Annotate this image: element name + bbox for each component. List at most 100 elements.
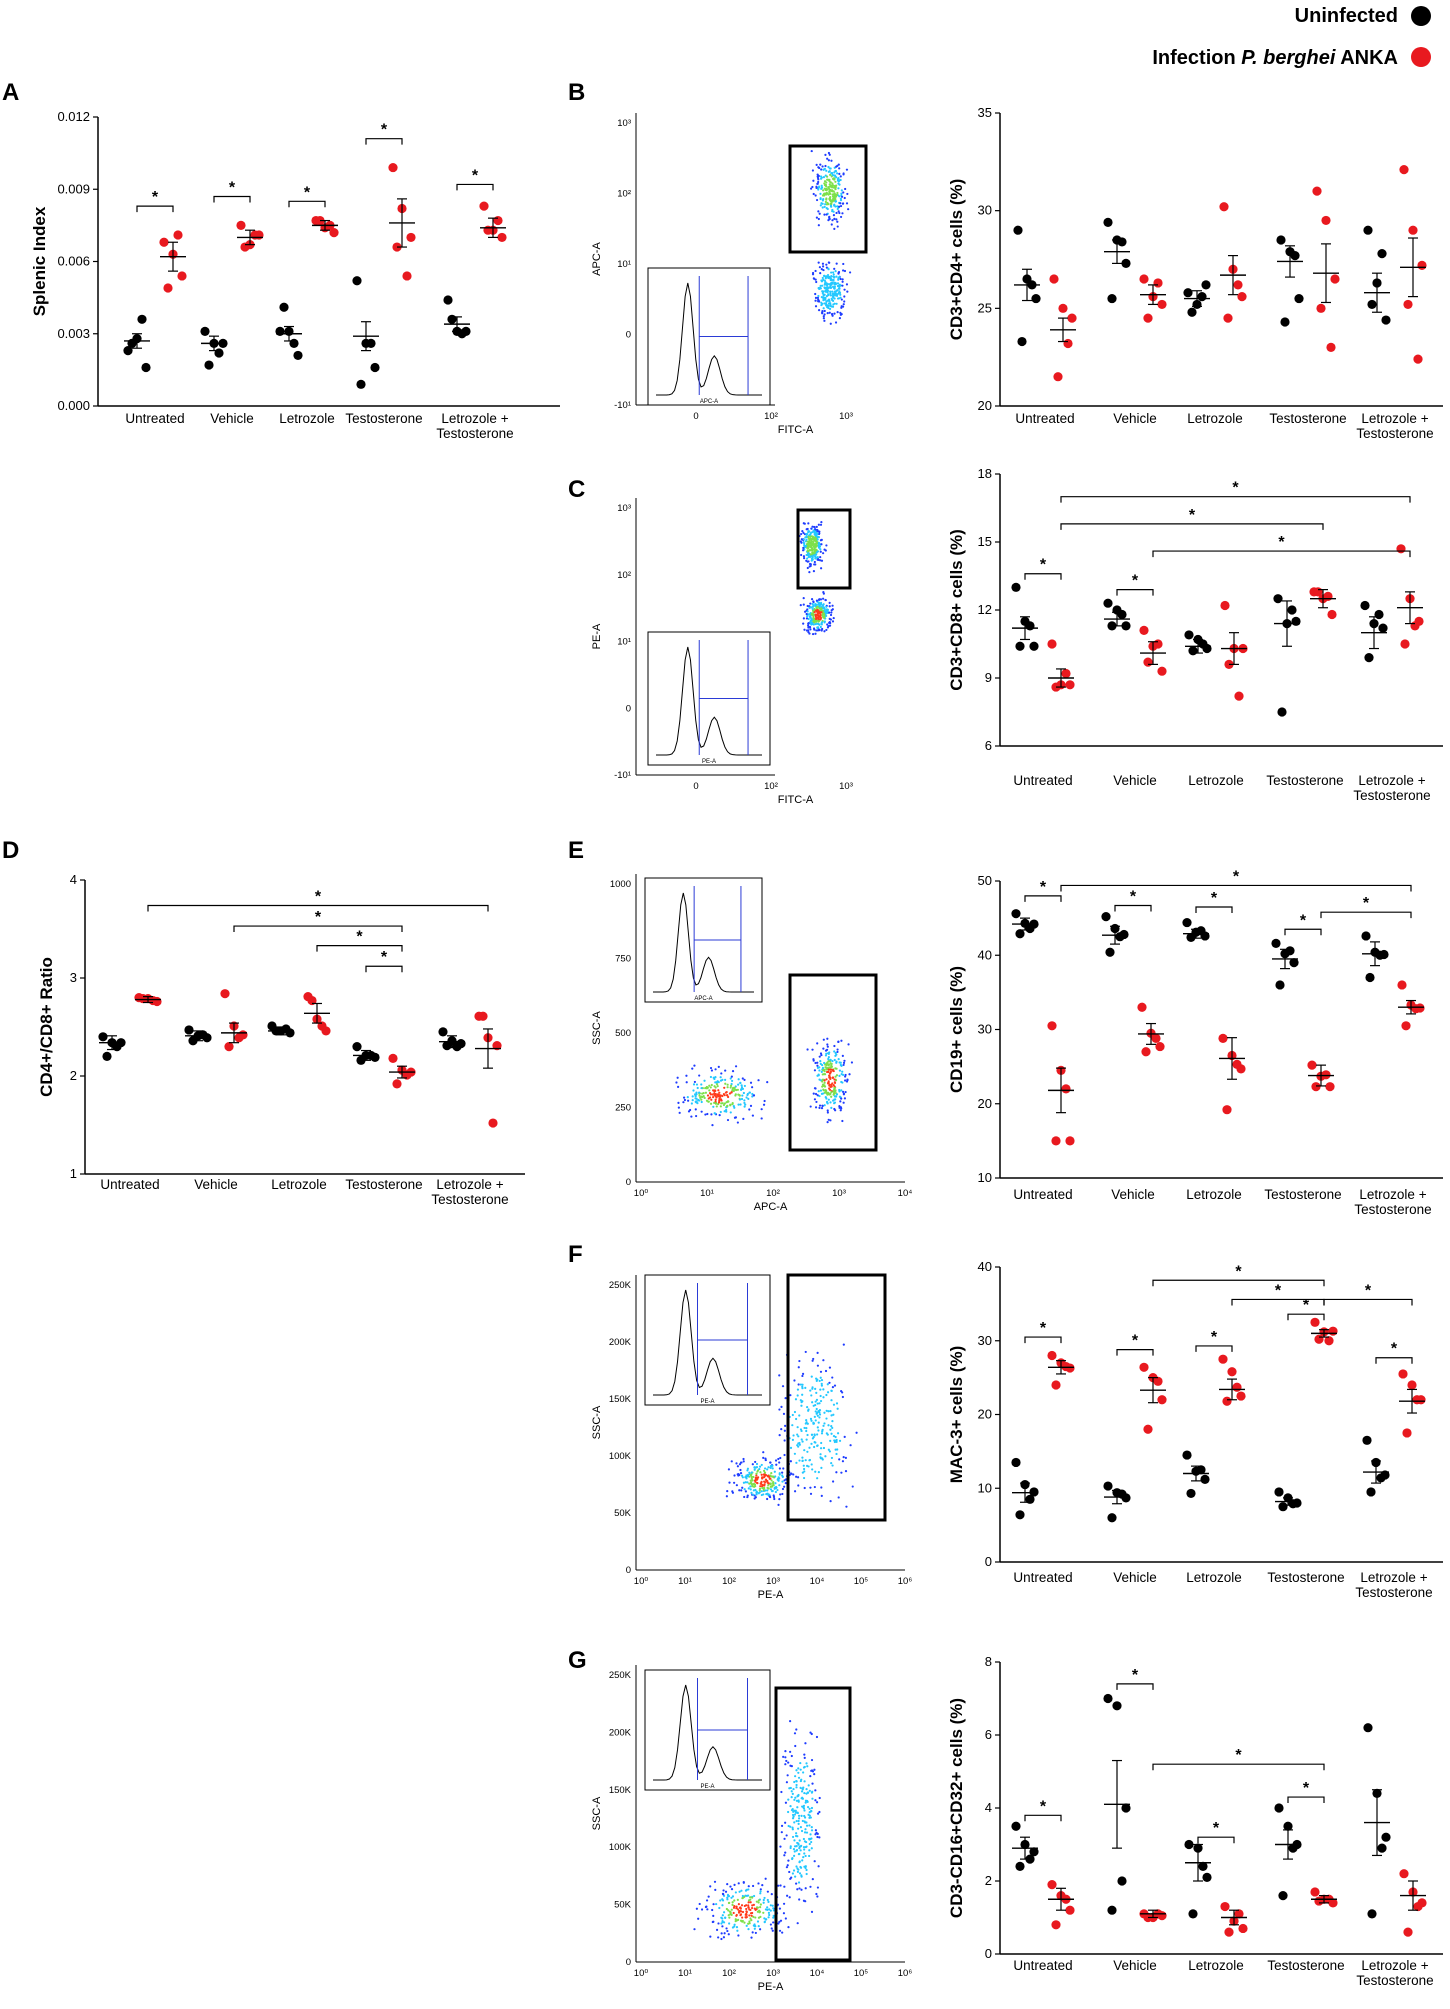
flow-event-dot — [747, 1888, 750, 1891]
flow-event-dot — [827, 302, 831, 305]
flow-event-dot — [833, 297, 836, 300]
data-point — [1287, 605, 1297, 615]
flow-event-dot — [811, 535, 814, 538]
flow-event-dot — [769, 1909, 772, 1912]
flow-event-dot — [753, 1907, 756, 1910]
flow-event-dot — [789, 1394, 792, 1397]
significance-star: * — [304, 184, 311, 201]
flow-event-dot — [848, 1073, 851, 1076]
flow-event-dot — [779, 1456, 782, 1460]
data-point — [1103, 598, 1113, 608]
flow-event-dot — [720, 1937, 723, 1941]
flow-event-dot — [842, 1456, 845, 1459]
flow-event-dot — [802, 531, 805, 534]
flow-event-dot — [797, 1800, 800, 1803]
significance-bracket — [1195, 906, 1233, 913]
flow-event-dot — [736, 1898, 739, 1901]
flow-event-dot — [784, 1482, 787, 1485]
flow-event-dot — [783, 1453, 786, 1457]
data-point — [1375, 950, 1385, 960]
significance-bracket — [1060, 884, 1412, 892]
flow-event-dot — [706, 1112, 709, 1116]
flow-event-dot — [817, 601, 820, 604]
flow-event-dot — [718, 1091, 721, 1094]
flow-event-dot — [770, 1893, 773, 1896]
flow-event-dot — [805, 1824, 809, 1827]
significance-star: * — [1365, 1282, 1372, 1299]
flow-event-dot — [708, 1084, 711, 1087]
flow-event-dot — [677, 1106, 680, 1109]
category-label: Untreated — [1013, 1958, 1072, 1973]
data-point — [138, 993, 148, 1004]
flow-event-dot — [742, 1880, 745, 1884]
data-point — [457, 329, 467, 339]
flow-event-dot — [822, 1388, 825, 1391]
flow-event-dot — [716, 1085, 719, 1088]
flow-event-dot — [797, 1853, 801, 1856]
flow-event-dot — [841, 1090, 845, 1093]
y-axis-label: CD4+/CD8+ Ratio — [37, 957, 56, 1097]
flow-event-dot — [831, 313, 834, 316]
flow-event-dot — [846, 192, 849, 196]
flow-event-dot — [757, 1901, 760, 1904]
flow-event-dot — [833, 171, 836, 174]
flow-event-dot — [843, 300, 846, 303]
data-point — [1143, 657, 1153, 667]
flow-event-dot — [836, 191, 839, 195]
flow-event-dot — [822, 317, 825, 320]
flow-event-dot — [841, 1081, 844, 1084]
flow-event-dot — [730, 1460, 733, 1463]
flow-event-dot — [811, 1797, 814, 1800]
flow-event-dot — [823, 279, 826, 282]
flow-event-dot — [808, 1807, 811, 1810]
flow-event-dot — [819, 598, 823, 601]
flow-event-dot — [721, 1920, 724, 1923]
data-point — [198, 1030, 208, 1040]
flow-event-dot — [772, 1914, 775, 1917]
significance-star: * — [1303, 1780, 1310, 1797]
flow-event-dot — [805, 528, 808, 531]
flow-event-dot — [796, 1867, 799, 1870]
flow-event-dot — [784, 1424, 787, 1427]
flow-event-dot — [819, 618, 822, 621]
flow-event-dot — [770, 1471, 773, 1475]
flow-event-dot — [730, 1896, 733, 1899]
flow-event-dot — [790, 1796, 793, 1799]
significance-star: * — [1233, 868, 1240, 885]
flow-event-dot — [841, 1070, 844, 1073]
flow-event-dot — [830, 1432, 833, 1435]
flow-event-dot — [807, 537, 810, 540]
flow-event-dot — [842, 172, 845, 175]
flow-event-dot — [834, 1090, 837, 1093]
flow-event-dot — [803, 1820, 806, 1823]
flow-event-dot — [822, 1359, 825, 1362]
flow-event-dot — [809, 1492, 813, 1495]
flow-event-dot — [740, 1904, 744, 1907]
flow-event-dot — [799, 1761, 802, 1765]
flow-event-dot — [772, 1921, 775, 1924]
flow-event-dot — [817, 546, 820, 549]
significance-star: * — [1132, 573, 1139, 590]
flow-event-dot — [808, 1838, 811, 1841]
flow-event-dot — [732, 1911, 735, 1915]
y-tick-label: 0.012 — [57, 109, 90, 124]
flow-event-dot — [749, 1488, 752, 1491]
flow-event-dot — [797, 1484, 800, 1487]
data-point — [1366, 1487, 1376, 1497]
flow-event-dot — [726, 1094, 729, 1097]
flow-y-label: SSC-A — [591, 1796, 603, 1830]
flow-event-dot — [822, 189, 825, 192]
flow-event-dot — [814, 563, 817, 566]
flow-event-dot — [800, 1814, 803, 1817]
data-point — [392, 1079, 402, 1089]
flow-event-dot — [816, 1886, 820, 1889]
category-label: Vehicle — [210, 411, 254, 426]
flow-event-dot — [711, 1124, 714, 1127]
flow-event-dot — [828, 1083, 831, 1087]
flow-event-dot — [838, 1061, 841, 1064]
flow-event-dot — [826, 157, 829, 160]
category-label: Letrozole + — [436, 1177, 503, 1192]
flow-event-dot — [752, 1915, 755, 1918]
flow-event-dot — [782, 1467, 785, 1470]
flow-event-dot — [809, 1486, 812, 1489]
